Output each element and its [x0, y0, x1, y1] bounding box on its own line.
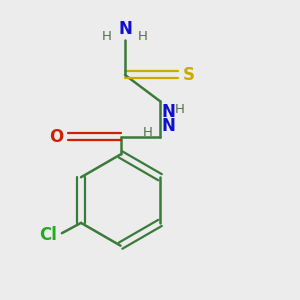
Text: N: N	[162, 103, 176, 121]
Text: Cl: Cl	[40, 226, 58, 244]
Text: H: H	[143, 126, 153, 139]
Text: H: H	[102, 30, 112, 43]
Text: N: N	[162, 117, 176, 135]
Text: O: O	[49, 128, 63, 146]
Text: N: N	[118, 20, 132, 38]
Text: H: H	[138, 30, 148, 43]
Text: S: S	[182, 66, 194, 84]
Text: H: H	[175, 103, 185, 116]
